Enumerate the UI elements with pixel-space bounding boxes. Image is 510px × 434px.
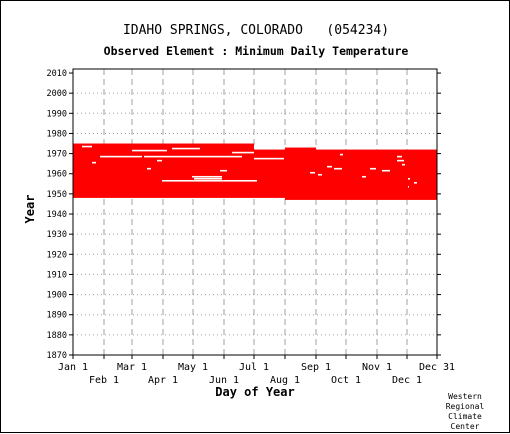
missing-mark [362,175,366,178]
observed-band [285,147,316,200]
y-tick-label: 1970 [47,150,67,160]
credit-block: Western Regional Climate Center [435,392,495,432]
missing-mark [334,167,342,170]
y-tick-label: 1960 [47,170,67,180]
observed-band [254,149,285,198]
gridlines [73,69,437,355]
missing-mark [147,167,151,170]
missing-mark [327,165,332,168]
missing-mark [254,157,284,160]
credit-line: Climate [448,412,482,421]
chart-title: IDAHO SPRINGS, COLORADO (054234) [122,23,390,38]
y-tick-label: 1980 [47,129,67,139]
y-tick-label: 1990 [47,109,67,119]
missing-mark [370,167,376,170]
missing-mark [92,161,96,164]
y-axis: 2010 2000 1990 1980 1970 1960 1950 1940 1930 1920… [47,69,441,361]
x-tick-label: Jan 1 [58,362,88,373]
missing-mark [192,175,222,178]
missing-mark [340,153,343,156]
y-tick-label: 1940 [47,210,67,220]
x-axis: Jan 1 Mar 1 May 1 Jul 1 Sep 1 Nov 1 Dec 31 Feb … [58,355,455,386]
missing-mark [397,159,404,162]
y-tick-label: 2000 [47,89,67,99]
y-tick-label: 1900 [47,291,67,301]
x-tick-label: May 1 [178,362,208,373]
x-tick-label: Mar 1 [117,362,147,373]
observed-band [316,149,407,200]
missing-mark [408,186,409,188]
x-tick-label: Sep 1 [301,362,331,373]
missing-mark [162,179,257,182]
x-tick-label: Dec 1 [392,375,422,386]
x-axis-label: Day of Year [215,385,294,399]
plot-area-border [72,68,438,356]
x-tick-label: Oct 1 [331,375,361,386]
missing-mark [157,159,162,162]
missing-mark [82,145,92,148]
missing-mark [144,155,242,158]
y-axis-label: Year [23,195,37,224]
y-tick-label: 1930 [47,230,67,240]
missing-mark [100,155,142,158]
missing-mark [220,169,227,172]
missing-mark [232,151,254,154]
y-tick-label: 1950 [47,190,67,200]
missing-mark [402,163,405,166]
credit-line: Regional [445,402,485,411]
missing-mark [397,155,402,158]
chart-subtitle: Observed Element : Minimum Daily Tempera… [103,44,409,58]
missing-mark [132,149,167,152]
y-tick-label: 1920 [47,250,67,260]
missing-mark [172,147,200,150]
missing-mark [408,177,410,180]
y-tick-label: 2010 [47,69,67,79]
x-tick-label: Jul 1 [239,362,269,373]
x-tick-label: Apr 1 [148,375,178,386]
x-tick-label: Aug 1 [270,375,300,386]
x-tick-label: Jun 1 [209,375,239,386]
missing-data-marks [82,145,417,188]
missing-mark [377,147,400,150]
credit-line: Center [450,422,480,431]
x-tick-label: Nov 1 [362,362,392,373]
credit-line: Western [448,392,482,401]
missing-mark [318,173,322,176]
y-tick-label: 1910 [47,270,67,280]
missing-mark [194,177,222,180]
x-tick-label: Feb 1 [89,375,119,386]
missing-mark [310,171,315,174]
x-tick-label: Dec 31 [419,362,455,373]
missing-mark [286,145,312,148]
missing-mark [414,181,417,184]
observed-band [407,149,437,200]
y-tick-label: 1870 [47,351,67,361]
data-bands [73,143,437,200]
missing-mark [382,169,390,172]
y-tick-label: 1890 [47,311,67,321]
y-tick-label: 1880 [47,331,67,341]
